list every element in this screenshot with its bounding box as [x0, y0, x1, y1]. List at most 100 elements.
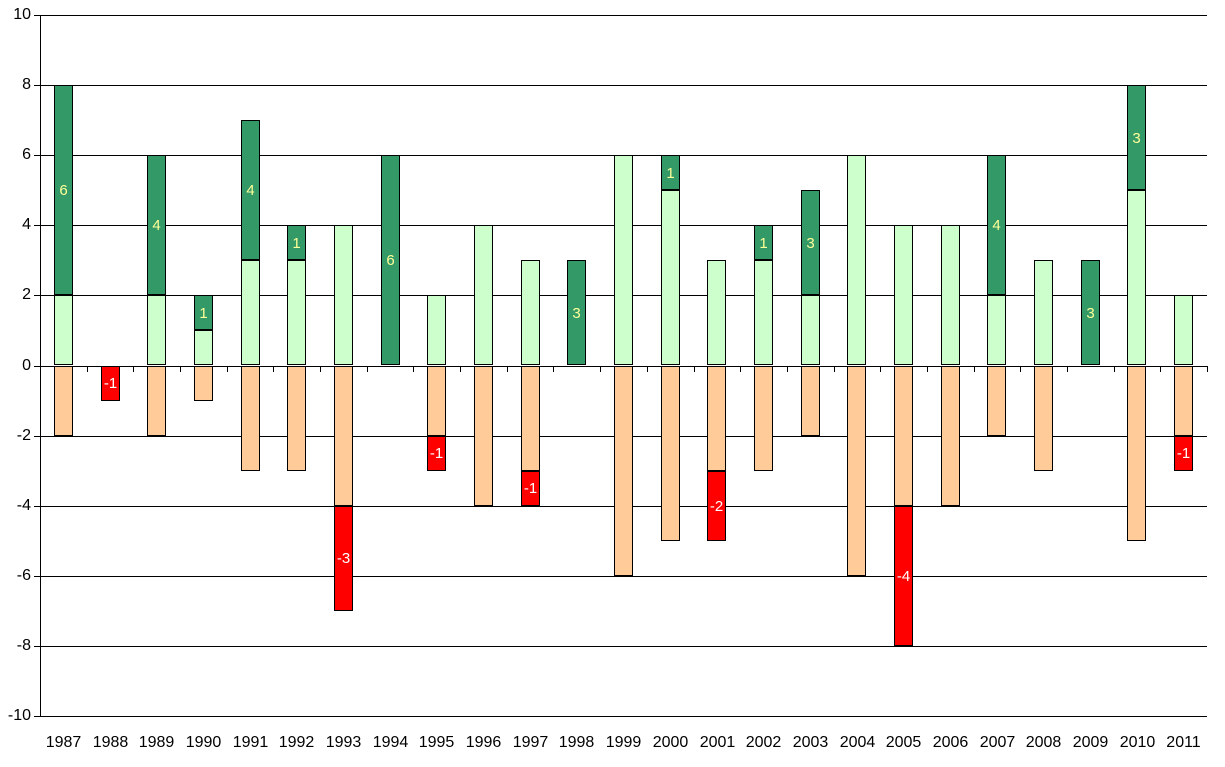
x-axis-tick — [880, 366, 881, 372]
gridline — [40, 15, 1207, 16]
bar-segment-negative_base — [474, 366, 493, 506]
bar-segment-positive_top — [287, 225, 306, 260]
x-axis-label: 2002 — [745, 734, 782, 751]
x-axis-label: 1995 — [418, 734, 455, 751]
x-axis-label: 2000 — [652, 734, 689, 751]
bar-segment-negative_base — [941, 366, 960, 506]
bar-value-label: 1 — [199, 305, 208, 322]
gridline — [40, 646, 1207, 647]
bar-segment-negative_base — [1174, 366, 1193, 436]
x-axis-label: 1991 — [232, 734, 269, 751]
bar-value-label: 3 — [1086, 305, 1095, 322]
bar-segment-negative_base — [1034, 366, 1053, 471]
bar-value-label: -3 — [336, 550, 351, 567]
bar-segment-negative_bottom — [707, 471, 726, 541]
x-axis-label: 1992 — [278, 734, 315, 751]
y-axis-tick — [34, 15, 44, 16]
bar-segment-positive_base — [1034, 260, 1053, 365]
x-axis-tick — [600, 366, 601, 372]
x-axis-tick — [227, 366, 228, 372]
x-axis-label: 2009 — [1072, 734, 1109, 751]
x-axis-label: 1996 — [465, 734, 502, 751]
x-axis-tick — [40, 366, 41, 372]
x-axis-label: 2011 — [1166, 734, 1201, 751]
x-axis-tick — [553, 366, 554, 372]
bar-segment-negative_base — [614, 366, 633, 576]
x-axis-tick — [1160, 366, 1161, 372]
bar-value-label: 1 — [666, 165, 675, 182]
x-axis-label: 1997 — [512, 734, 549, 751]
bar-value-label: 3 — [806, 235, 815, 252]
x-axis-tick — [740, 366, 741, 372]
x-axis-label: 1998 — [558, 734, 595, 751]
x-axis-tick — [1067, 366, 1068, 372]
y-axis-tick — [34, 436, 44, 437]
y-axis-tick — [34, 85, 44, 86]
bar-value-label: 4 — [152, 217, 161, 234]
bar-segment-positive_top — [54, 85, 73, 295]
bar-segment-positive_base — [754, 260, 773, 365]
y-axis-tick-label: 2 — [22, 286, 31, 303]
bar-segment-positive_top — [567, 260, 586, 365]
bar-segment-positive_base — [661, 190, 680, 365]
y-axis-tick — [34, 716, 44, 717]
bar-segment-positive_base — [707, 260, 726, 365]
bar-segment-positive_top — [1127, 85, 1146, 190]
y-axis-tick-label: -6 — [16, 567, 31, 584]
bar-value-label: 6 — [59, 182, 68, 199]
bar-segment-positive_top — [147, 155, 166, 295]
bar-segment-positive_top — [987, 155, 1006, 295]
gridline — [40, 716, 1207, 717]
bar-segment-positive_base — [54, 295, 73, 365]
x-axis-tick — [1020, 366, 1021, 372]
x-axis-label: 1999 — [605, 734, 642, 751]
bar-segment-negative_base — [1127, 366, 1146, 541]
x-axis-tick — [787, 366, 788, 372]
bar-segment-positive_base — [474, 225, 493, 365]
bar-segment-negative_base — [521, 366, 540, 471]
y-axis-tick-label: -4 — [16, 497, 31, 514]
bar-value-label: 3 — [1132, 130, 1141, 147]
bar-value-label: -1 — [523, 480, 538, 497]
y-axis-tick-label: -10 — [7, 707, 31, 724]
bar-segment-positive_base — [847, 155, 866, 365]
y-axis-tick — [34, 366, 44, 367]
y-axis-tick-label: -2 — [16, 427, 31, 444]
bar-segment-negative_base — [801, 366, 820, 436]
bar-value-label: 3 — [572, 305, 581, 322]
x-axis-label: 1987 — [45, 734, 82, 751]
bar-segment-positive_top — [241, 120, 260, 260]
x-axis-label: 1989 — [138, 734, 175, 751]
bar-segment-positive_base — [894, 225, 913, 365]
x-axis-label: 2010 — [1119, 734, 1156, 751]
x-axis-label: 2005 — [885, 734, 922, 751]
bar-value-label: 1 — [292, 235, 301, 252]
bar-segment-negative_base — [334, 366, 353, 506]
x-axis-label: 2003 — [792, 734, 829, 751]
bar-segment-positive_base — [987, 295, 1006, 365]
bar-segment-positive_top — [801, 190, 820, 295]
x-axis-label: 2007 — [979, 734, 1016, 751]
x-axis-tick — [367, 366, 368, 372]
bar-segment-positive_base — [427, 295, 446, 365]
bar-value-label: 6 — [386, 252, 395, 269]
y-axis-tick — [34, 646, 44, 647]
bar-segment-positive_base — [1174, 295, 1193, 365]
x-axis-tick — [320, 366, 321, 372]
x-axis-label: 1990 — [185, 734, 222, 751]
y-axis-tick — [34, 225, 44, 226]
bar-segment-positive_base — [194, 330, 213, 365]
bar-value-label: -1 — [103, 375, 118, 392]
x-axis-label: 1994 — [372, 734, 409, 751]
x-axis-tick — [87, 366, 88, 372]
x-axis-tick — [694, 366, 695, 372]
bar-segment-positive_base — [1127, 190, 1146, 365]
y-axis-tick-label: 4 — [22, 216, 31, 233]
bar-segment-positive_top — [194, 295, 213, 330]
bar-value-label: 4 — [992, 217, 1001, 234]
bar-segment-negative_bottom — [334, 506, 353, 611]
bar-segment-positive_base — [147, 295, 166, 365]
bar-segment-negative_bottom — [101, 366, 120, 401]
bar-segment-negative_bottom — [1174, 436, 1193, 471]
x-axis-tick — [1114, 366, 1115, 372]
